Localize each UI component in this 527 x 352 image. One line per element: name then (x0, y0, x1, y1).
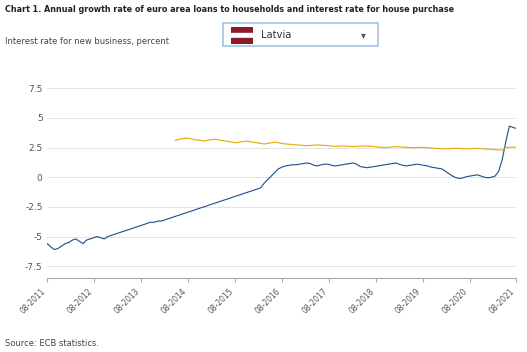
FancyBboxPatch shape (223, 24, 378, 46)
Text: Chart 1. Annual growth rate of euro area loans to households and interest rate f: Chart 1. Annual growth rate of euro area… (5, 5, 454, 14)
Bar (231, 27, 253, 33)
Text: Latvia: Latvia (261, 30, 291, 40)
Bar (231, 33, 253, 38)
Bar (231, 38, 253, 44)
Text: Source: ECB statistics.: Source: ECB statistics. (5, 339, 99, 348)
Text: Interest rate for new business, percent: Interest rate for new business, percent (5, 37, 169, 46)
Text: ▾: ▾ (362, 30, 366, 40)
